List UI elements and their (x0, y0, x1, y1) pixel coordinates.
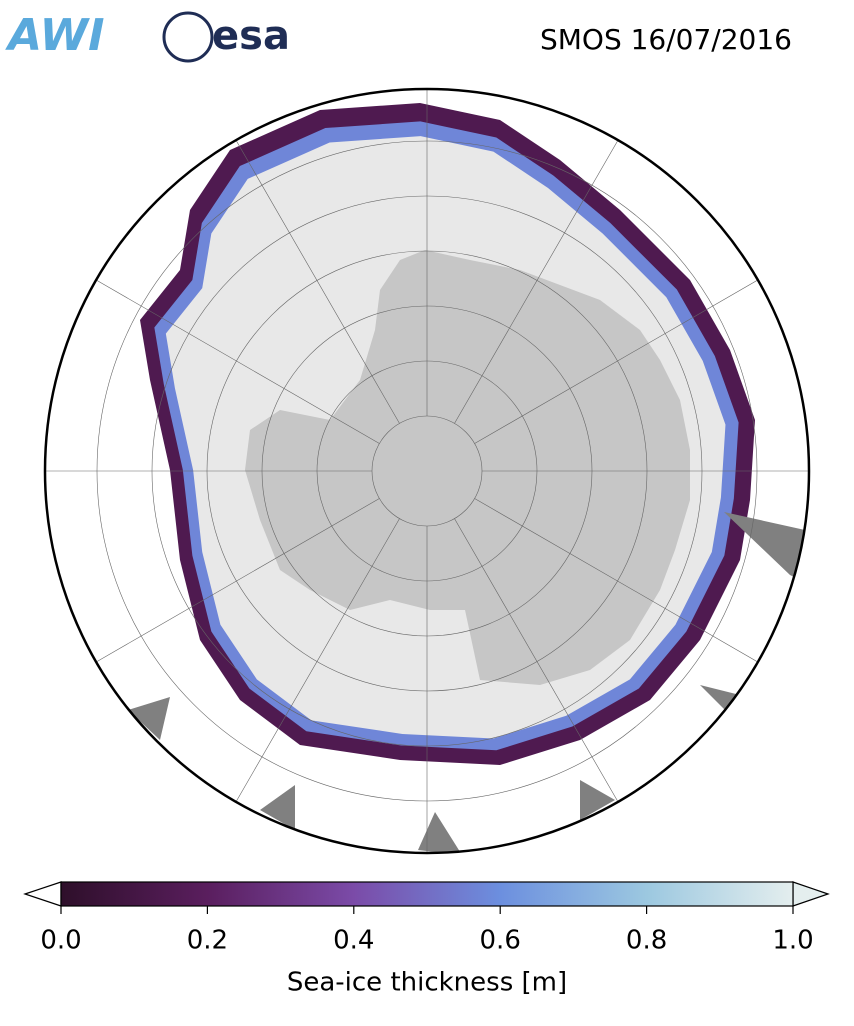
colorbar-tick-label: 0.2 (187, 926, 228, 956)
colorbar-under (23, 881, 62, 907)
meridian (454, 124, 628, 424)
graticule (45, 89, 809, 853)
meridian (474, 270, 774, 444)
colorbar-tick-label: 0.4 (333, 926, 374, 956)
meridian (454, 518, 628, 818)
awi-logo: AWI (5, 10, 105, 61)
esa-logo: esa (212, 13, 290, 59)
colorbar: 0.0 0.2 0.4 0.6 0.8 1.0 (23, 881, 830, 956)
meridian (226, 518, 400, 818)
map-area (45, 89, 809, 853)
colorbar-tick-label: 1.0 (772, 926, 813, 956)
colorbar-gradient (60, 881, 794, 907)
colorbar-over (792, 881, 830, 907)
map-boundary (43, 87, 811, 855)
meridian (226, 124, 400, 424)
colorbar-tick-label: 0.0 (40, 926, 81, 956)
colorbar-tick-label: 0.6 (480, 926, 521, 956)
esa-logo-mark (162, 11, 214, 63)
colorbar-tick-label: 0.8 (626, 926, 667, 956)
meridian (80, 270, 380, 444)
antarctica (245, 250, 690, 685)
meridian (474, 498, 774, 672)
meridian (80, 498, 380, 672)
map-title: SMOS 16/07/2016 (540, 23, 792, 56)
colorbar-label: Sea-ice thickness [m] (287, 968, 567, 998)
